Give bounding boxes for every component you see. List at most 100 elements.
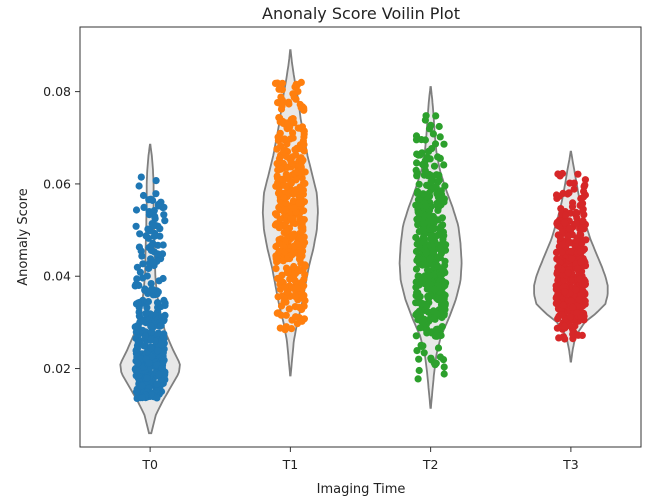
data-point-T1 — [276, 324, 284, 332]
data-point-T2 — [432, 182, 440, 190]
data-point-T1 — [278, 278, 286, 286]
data-point-T2 — [415, 180, 423, 188]
data-point-T0 — [145, 196, 153, 204]
data-point-T0 — [159, 241, 167, 249]
data-point-T2 — [430, 315, 438, 323]
data-point-T1 — [289, 90, 297, 98]
data-point-T1 — [282, 227, 290, 235]
data-point-T3 — [556, 172, 564, 180]
data-point-T2 — [414, 375, 422, 383]
data-point-T0 — [161, 299, 169, 307]
data-point-T3 — [565, 224, 574, 232]
data-point-T2 — [415, 151, 423, 159]
data-point-T0 — [147, 336, 155, 344]
data-point-T2 — [430, 162, 439, 170]
data-point-T3 — [575, 296, 584, 304]
data-point-T2 — [421, 167, 429, 175]
data-point-T3 — [579, 207, 587, 215]
y-axis: 0.02 0.04 0.06 0.08 — [43, 84, 80, 376]
data-point-T1 — [272, 265, 280, 273]
data-point-T1 — [294, 124, 302, 132]
data-point-T0 — [132, 206, 141, 214]
data-point-T1 — [274, 133, 282, 141]
data-point-T0 — [156, 232, 164, 240]
data-point-T0 — [132, 388, 141, 396]
data-point-T0 — [150, 207, 158, 215]
data-point-T3 — [579, 193, 588, 201]
data-point-T0 — [152, 190, 160, 198]
data-point-T0 — [157, 321, 165, 330]
x-tick-label: T1 — [282, 457, 299, 472]
data-point-T2 — [432, 112, 440, 120]
data-point-T2 — [428, 145, 436, 153]
data-point-T3 — [566, 313, 575, 321]
data-point-T0 — [142, 310, 150, 318]
data-point-T0 — [133, 345, 141, 353]
data-point-T3 — [555, 334, 563, 342]
data-point-T1 — [281, 283, 289, 291]
data-point-T1 — [298, 158, 306, 166]
data-point-T0 — [143, 304, 151, 312]
data-point-T2 — [442, 241, 450, 249]
data-point-T1 — [287, 214, 295, 222]
data-point-T2 — [421, 161, 429, 169]
data-point-T2 — [420, 349, 428, 357]
data-point-T1 — [291, 293, 300, 301]
data-point-T2 — [419, 226, 427, 234]
data-point-T2 — [435, 122, 443, 131]
data-point-T3 — [554, 315, 562, 323]
data-point-T2 — [420, 260, 428, 268]
data-point-T2 — [425, 211, 433, 219]
data-point-T3 — [572, 286, 580, 294]
data-point-T3 — [567, 247, 576, 255]
data-point-T0 — [141, 332, 149, 340]
data-point-T2 — [422, 202, 430, 210]
data-point-T2 — [439, 195, 447, 203]
data-point-T2 — [434, 296, 442, 304]
data-point-T2 — [420, 238, 428, 246]
y-axis-label: Anomaly Score — [16, 188, 31, 286]
data-point-T1 — [285, 305, 293, 313]
data-point-T2 — [425, 271, 433, 280]
data-point-T1 — [291, 277, 299, 285]
data-point-T1 — [292, 95, 300, 103]
points-layer — [131, 78, 590, 402]
data-point-T1 — [275, 114, 283, 122]
data-point-T3 — [562, 211, 570, 219]
data-point-T2 — [429, 130, 437, 138]
data-point-T0 — [158, 313, 166, 321]
data-point-T1 — [273, 160, 281, 168]
data-point-T3 — [574, 265, 582, 273]
data-point-T2 — [426, 292, 434, 301]
data-point-T2 — [418, 299, 426, 308]
data-point-T1 — [286, 275, 294, 283]
data-point-T0 — [153, 299, 162, 307]
data-point-T1 — [287, 159, 295, 167]
data-point-T1 — [295, 199, 303, 207]
data-point-T2 — [436, 133, 444, 141]
data-point-T3 — [572, 208, 580, 217]
data-point-T0 — [138, 382, 146, 390]
data-point-T0 — [160, 211, 168, 219]
data-point-T0 — [155, 370, 163, 378]
data-point-T3 — [582, 236, 590, 244]
data-point-T0 — [145, 359, 153, 367]
data-point-T2 — [440, 370, 448, 378]
data-point-T3 — [565, 239, 573, 247]
data-point-T1 — [275, 240, 283, 248]
data-point-T1 — [272, 220, 281, 228]
data-point-T2 — [419, 342, 427, 350]
data-point-T1 — [271, 210, 280, 218]
data-point-T2 — [440, 282, 449, 290]
data-point-T2 — [438, 214, 446, 222]
data-point-T1 — [292, 80, 300, 88]
data-point-T0 — [135, 281, 143, 289]
data-point-T2 — [441, 305, 449, 314]
data-point-T1 — [271, 79, 280, 87]
data-point-T0 — [132, 222, 140, 230]
data-point-T2 — [419, 190, 427, 198]
data-point-T0 — [147, 322, 155, 330]
data-point-T2 — [427, 231, 435, 239]
data-point-T2 — [435, 176, 443, 184]
